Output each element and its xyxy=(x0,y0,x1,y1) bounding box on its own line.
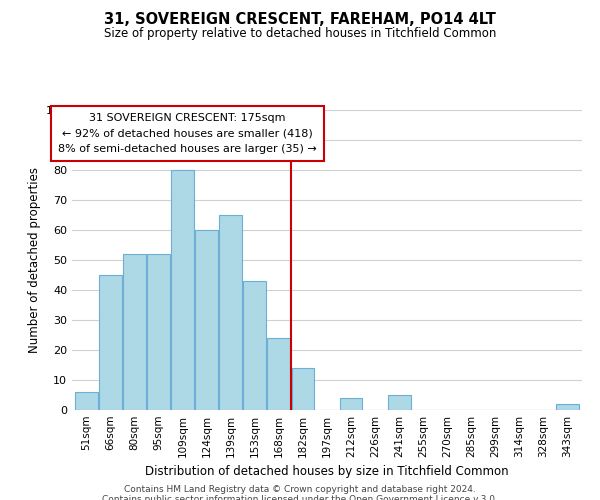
Bar xyxy=(171,170,194,410)
Bar xyxy=(292,368,314,410)
Bar xyxy=(388,395,410,410)
Text: 31 SOVEREIGN CRESCENT: 175sqm
← 92% of detached houses are smaller (418)
8% of s: 31 SOVEREIGN CRESCENT: 175sqm ← 92% of d… xyxy=(58,113,317,154)
Bar xyxy=(123,254,146,410)
X-axis label: Distribution of detached houses by size in Titchfield Common: Distribution of detached houses by size … xyxy=(145,466,509,478)
Bar xyxy=(220,215,242,410)
Bar xyxy=(340,398,362,410)
Bar xyxy=(244,281,266,410)
Bar xyxy=(268,338,290,410)
Text: Contains public sector information licensed under the Open Government Licence v.: Contains public sector information licen… xyxy=(102,495,498,500)
Bar xyxy=(195,230,218,410)
Bar xyxy=(75,392,98,410)
Y-axis label: Number of detached properties: Number of detached properties xyxy=(28,167,41,353)
Bar xyxy=(556,404,579,410)
Text: 31, SOVEREIGN CRESCENT, FAREHAM, PO14 4LT: 31, SOVEREIGN CRESCENT, FAREHAM, PO14 4L… xyxy=(104,12,496,28)
Text: Size of property relative to detached houses in Titchfield Common: Size of property relative to detached ho… xyxy=(104,28,496,40)
Bar xyxy=(99,275,122,410)
Text: Contains HM Land Registry data © Crown copyright and database right 2024.: Contains HM Land Registry data © Crown c… xyxy=(124,485,476,494)
Bar xyxy=(147,254,170,410)
